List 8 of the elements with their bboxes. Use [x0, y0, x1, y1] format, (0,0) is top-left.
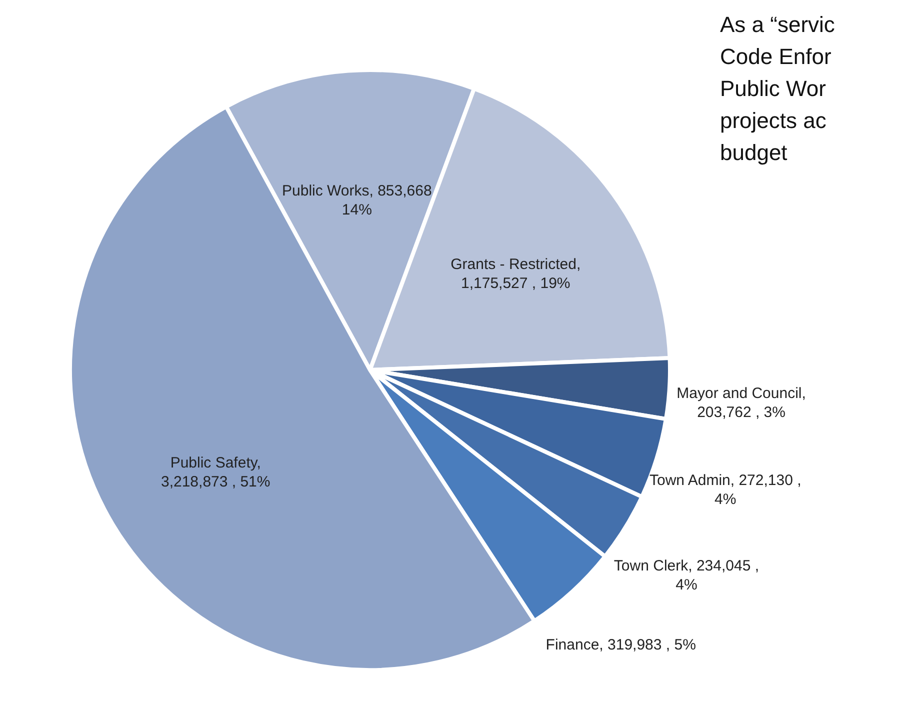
- slice-label: Public Works, 853,668 14%: [282, 182, 432, 218]
- slice-label: Town Clerk, 234,045 , 4%: [614, 558, 759, 594]
- slice-label: Finance, 319,983 , 5%: [546, 636, 696, 654]
- text: As a “servic Code Enfor Public Wor projects ac budget: [720, 12, 835, 165]
- slice-label: Mayor and Council, 203,762 , 3%: [676, 385, 806, 422]
- slice-label: Grants - Restricted, 1,175,527 , 19%: [450, 256, 581, 292]
- slice-label: Public Safety, 3,218,873 , 51%: [160, 454, 270, 491]
- slice-label: Town Admin, 272,130 , 4%: [649, 472, 802, 508]
